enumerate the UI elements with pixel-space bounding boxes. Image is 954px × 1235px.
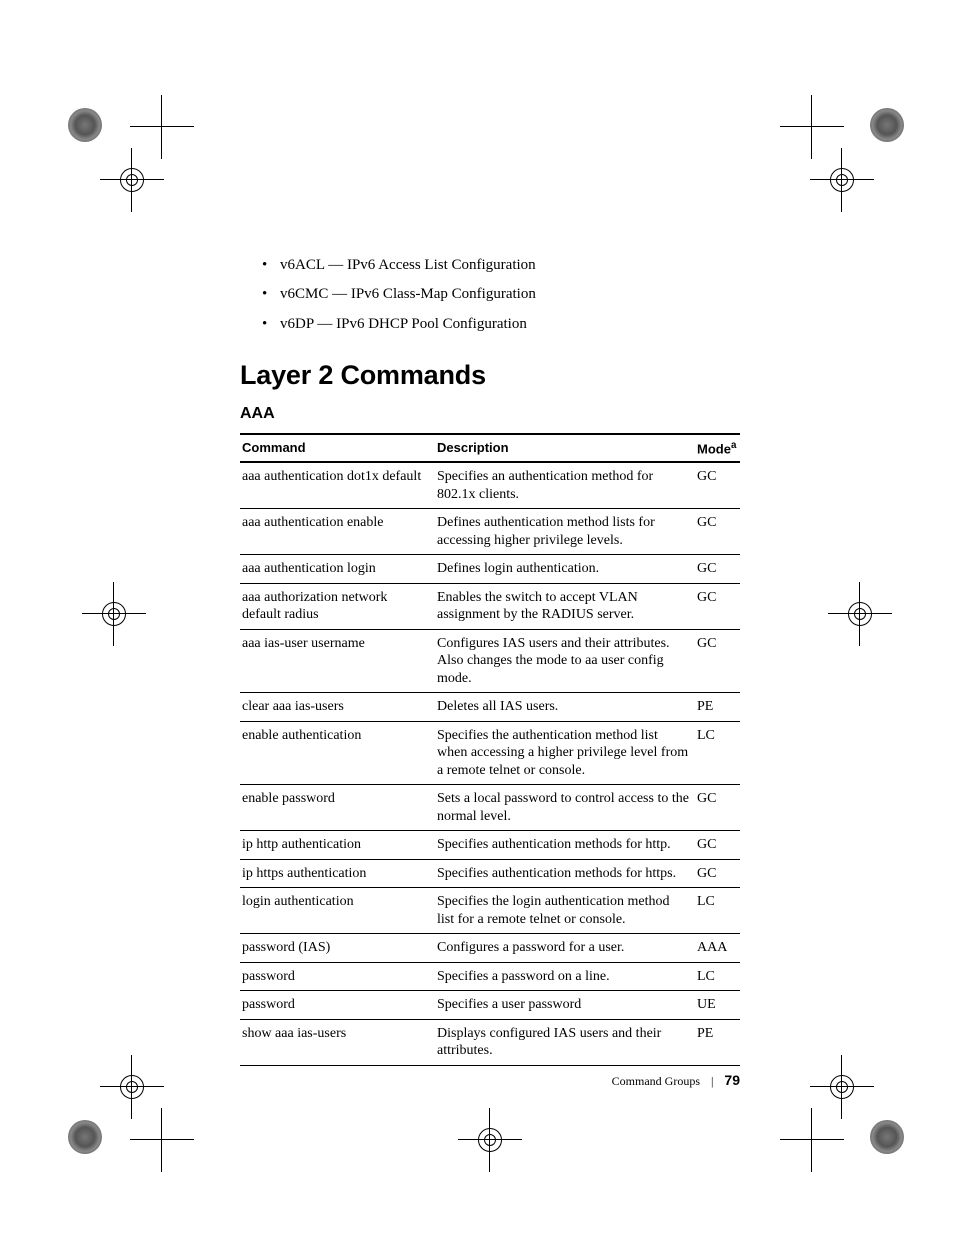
cell-description: Specifies authentication methods for htt…: [435, 831, 695, 860]
cell-mode: GC: [695, 859, 740, 888]
cell-description: Configures a password for a user.: [435, 934, 695, 963]
cell-command: password: [240, 962, 435, 991]
reg-orb-icon: [68, 1120, 102, 1154]
footer-separator: |: [711, 1074, 713, 1088]
reg-orb-icon: [870, 108, 904, 142]
commands-table: Command Description Modea aaa authentica…: [240, 433, 740, 1066]
list-item: v6ACL — IPv6 Access List Configuration: [280, 254, 740, 277]
reg-orb-icon: [870, 1120, 904, 1154]
cell-description: Specifies the login authentication metho…: [435, 888, 695, 934]
table-header-row: Command Description Modea: [240, 434, 740, 462]
cell-description: Deletes all IAS users.: [435, 693, 695, 722]
table-row: aaa authorization network default radius…: [240, 583, 740, 629]
crop-mark-icon: [130, 95, 194, 159]
table-row: enable passwordSets a local password to …: [240, 785, 740, 831]
cell-mode: GC: [695, 509, 740, 555]
table-row: enable authenticationSpecifies the authe…: [240, 721, 740, 785]
cell-description: Specifies a user password: [435, 991, 695, 1020]
bullet-list: v6ACL — IPv6 Access List Configuration v…: [240, 254, 740, 336]
table-row: aaa ias-user usernameConfigures IAS user…: [240, 629, 740, 693]
table-row: passwordSpecifies a password on a line.L…: [240, 962, 740, 991]
cell-command: ip http authentication: [240, 831, 435, 860]
cell-command: aaa authentication enable: [240, 509, 435, 555]
col-header-description: Description: [435, 434, 695, 462]
crop-mark-icon: [810, 1055, 874, 1119]
table-row: ip https authenticationSpecifies authent…: [240, 859, 740, 888]
cell-mode: GC: [695, 583, 740, 629]
cell-command: password: [240, 991, 435, 1020]
table-body: aaa authentication dot1x defaultSpecifie…: [240, 462, 740, 1065]
cell-description: Specifies an authentication method for 8…: [435, 462, 695, 509]
cell-command: enable password: [240, 785, 435, 831]
cell-mode: GC: [695, 629, 740, 693]
table-row: aaa authentication loginDefines login au…: [240, 555, 740, 584]
crop-mark-icon: [828, 582, 892, 646]
cell-description: Sets a local password to control access …: [435, 785, 695, 831]
list-item: v6CMC — IPv6 Class-Map Configuration: [280, 283, 740, 306]
col-header-command: Command: [240, 434, 435, 462]
table-row: ip http authenticationSpecifies authenti…: [240, 831, 740, 860]
table-row: aaa authentication dot1x defaultSpecifie…: [240, 462, 740, 509]
crop-mark-icon: [458, 1108, 522, 1172]
cell-description: Configures IAS users and their attribute…: [435, 629, 695, 693]
footer-label: Command Groups: [612, 1074, 700, 1088]
cell-command: aaa authentication dot1x default: [240, 462, 435, 509]
cell-description: Specifies a password on a line.: [435, 962, 695, 991]
cell-command: ip https authentication: [240, 859, 435, 888]
cell-description: Displays configured IAS users and their …: [435, 1019, 695, 1065]
crop-mark-icon: [100, 1055, 164, 1119]
cell-description: Specifies the authentication method list…: [435, 721, 695, 785]
table-row: login authenticationSpecifies the login …: [240, 888, 740, 934]
cell-mode: LC: [695, 962, 740, 991]
cell-mode: LC: [695, 888, 740, 934]
cell-mode: PE: [695, 693, 740, 722]
cell-mode: GC: [695, 785, 740, 831]
cell-mode: UE: [695, 991, 740, 1020]
page-number: 79: [724, 1072, 740, 1088]
cell-description: Specifies authentication methods for htt…: [435, 859, 695, 888]
cell-mode: AAA: [695, 934, 740, 963]
crop-mark-icon: [100, 148, 164, 212]
cell-command: password (IAS): [240, 934, 435, 963]
cell-description: Defines login authentication.: [435, 555, 695, 584]
list-item: v6DP — IPv6 DHCP Pool Configuration: [280, 313, 740, 336]
table-row: password (IAS)Configures a password for …: [240, 934, 740, 963]
cell-mode: PE: [695, 1019, 740, 1065]
cell-mode: GC: [695, 462, 740, 509]
crop-mark-icon: [780, 1108, 844, 1172]
cell-description: Defines authentication method lists for …: [435, 509, 695, 555]
cell-command: show aaa ias-users: [240, 1019, 435, 1065]
cell-mode: GC: [695, 831, 740, 860]
col-header-mode: Modea: [695, 434, 740, 462]
section-heading: Layer 2 Commands: [240, 360, 740, 391]
reg-orb-icon: [68, 108, 102, 142]
page-content: v6ACL — IPv6 Access List Configuration v…: [240, 254, 740, 1066]
cell-command: aaa authentication login: [240, 555, 435, 584]
cell-description: Enables the switch to accept VLAN assign…: [435, 583, 695, 629]
cell-command: clear aaa ias-users: [240, 693, 435, 722]
crop-mark-icon: [130, 1108, 194, 1172]
table-row: clear aaa ias-usersDeletes all IAS users…: [240, 693, 740, 722]
crop-mark-icon: [82, 582, 146, 646]
subsection-heading: AAA: [240, 405, 740, 423]
table-row: passwordSpecifies a user passwordUE: [240, 991, 740, 1020]
cell-mode: GC: [695, 555, 740, 584]
cell-command: login authentication: [240, 888, 435, 934]
crop-mark-icon: [780, 95, 844, 159]
table-row: show aaa ias-usersDisplays configured IA…: [240, 1019, 740, 1065]
cell-command: enable authentication: [240, 721, 435, 785]
crop-mark-icon: [810, 148, 874, 212]
cell-command: aaa authorization network default radius: [240, 583, 435, 629]
cell-command: aaa ias-user username: [240, 629, 435, 693]
page-footer: Command Groups | 79: [240, 1072, 740, 1089]
table-row: aaa authentication enableDefines authent…: [240, 509, 740, 555]
cell-mode: LC: [695, 721, 740, 785]
